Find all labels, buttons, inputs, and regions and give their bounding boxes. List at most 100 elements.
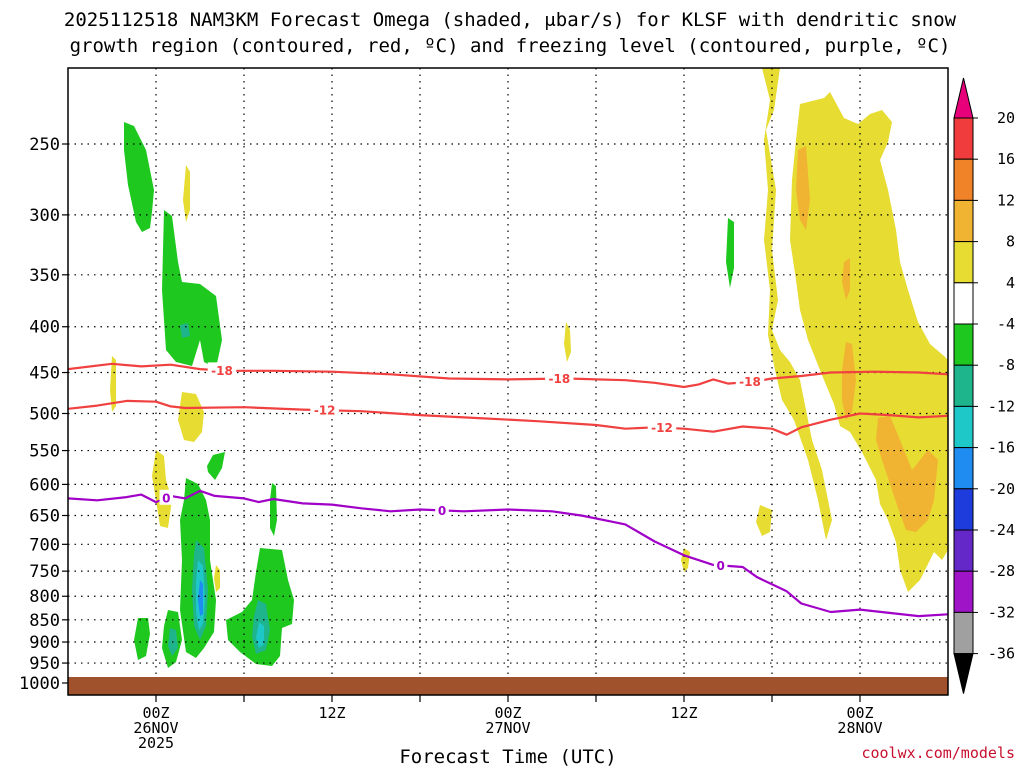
contour-label: 0 [162, 491, 170, 505]
colorbar-swatch-bottom-arrow [953, 653, 974, 694]
omega-region [876, 416, 938, 532]
y-tick-label: 300 [29, 206, 60, 226]
contour-label: -12 [651, 421, 673, 435]
colorbar-label: -24 [988, 521, 1015, 539]
colorbar-label: -12 [988, 397, 1015, 415]
y-tick-label: 600 [29, 475, 60, 495]
omega-region [134, 618, 150, 660]
colorbar-swatch [953, 199, 974, 243]
y-tick-label: 900 [29, 633, 60, 653]
omega-region [180, 323, 190, 338]
colorbar-label: 8 [1006, 233, 1015, 251]
y-tick-label: 400 [29, 318, 60, 338]
y-tick-label: 500 [29, 405, 60, 425]
contour-label: -18 [211, 364, 233, 378]
y-tick-label: 450 [29, 364, 60, 384]
contour-label-bg [310, 402, 339, 418]
omega-region [842, 258, 850, 300]
omega-region [726, 218, 734, 288]
omega-region [762, 68, 832, 540]
y-tick-label: 800 [29, 587, 60, 607]
contour-label: 0 [438, 504, 446, 518]
colorbar-swatch [953, 447, 974, 490]
omega-region [183, 165, 190, 222]
colorbar-swatch [953, 364, 974, 407]
contour-label-bg [435, 502, 449, 518]
omega-region [162, 210, 222, 368]
x-tick-label: 26NOV [133, 719, 178, 737]
omega-shading [110, 68, 948, 668]
grid-lines [68, 68, 948, 695]
colorbar-swatch [953, 529, 974, 572]
colorbar-swatch [953, 405, 974, 449]
colorbar-label: -28 [988, 562, 1015, 580]
colorbar-swatch [953, 570, 974, 613]
colorbar-label: 12 [997, 191, 1015, 209]
contour-label-bg [545, 370, 574, 386]
contour-label-bg [159, 489, 174, 505]
colorbar-label: -36 [988, 645, 1015, 663]
chart-title-line-1: 2025112518 NAM3KM Forecast Omega (shaded… [64, 9, 957, 31]
plot-area: -18 -18 -18 -12 -12 0 0 0 [68, 68, 948, 695]
y-tick-label: 700 [29, 535, 60, 555]
contour-label: 0 [716, 559, 724, 573]
colorbar-swatch [953, 323, 974, 366]
colorbar-label: 16 [997, 150, 1015, 168]
x-tick-label: 27NOV [485, 719, 530, 737]
colorbar-label: 20 [997, 109, 1015, 127]
omega-region [152, 450, 172, 528]
omega-region [214, 565, 220, 592]
x-tick-label: 12Z [318, 704, 345, 722]
upward-motion-cells [124, 122, 734, 668]
colorbar-legend: 20 16 12 8 4 -4 -8 -12 -16 -20 -24 -28 -32 -36 [953, 77, 1015, 694]
colorbar-swatch [953, 241, 974, 284]
omega-region [270, 483, 277, 536]
ground-surface [68, 677, 948, 695]
omega-region [124, 122, 154, 232]
contour-label: -18 [548, 372, 570, 386]
x-axis-title: Forecast Time (UTC) [399, 746, 616, 768]
x-tick-label: 2025 [138, 734, 174, 752]
y-tick-label: 950 [29, 654, 60, 674]
contour-label-bg [647, 419, 677, 435]
omega-region [110, 356, 116, 412]
contour-label: -12 [314, 404, 336, 418]
x-tick-label: 00Z [846, 704, 873, 722]
colorbar-label: -32 [988, 603, 1015, 621]
x-tick-label: 00Z [142, 704, 169, 722]
y-tick-label: 250 [29, 135, 60, 155]
colorbar-swatch [953, 282, 974, 325]
y-axis: 2503003504004505005506006507007508008509… [19, 135, 68, 694]
contour-label-bg [713, 557, 728, 573]
omega-region [198, 580, 203, 616]
x-tick-label: 28NOV [837, 719, 882, 737]
colorbar-swatch-top-arrow [953, 77, 974, 119]
omega-region [207, 452, 225, 480]
colorbar-label: 4 [1006, 274, 1015, 292]
omega-region [842, 342, 856, 420]
omega-region [796, 146, 810, 230]
y-tick-label: 750 [29, 562, 60, 582]
y-tick-label: 1000 [19, 674, 60, 694]
colorbar-label: -4 [997, 315, 1015, 333]
y-tick-label: 350 [29, 266, 60, 286]
y-tick-label: 850 [29, 611, 60, 631]
contour-line--12 [68, 399, 948, 436]
colorbar-label: -16 [988, 439, 1015, 457]
downward-motion-cells [110, 68, 948, 592]
colorbar-swatch [953, 117, 974, 160]
omega-region [564, 322, 571, 362]
colorbar-swatch [953, 158, 974, 201]
chart-title-line-2: growth region (contoured, red, ºC) and f… [70, 35, 951, 57]
contour-line--18 [68, 362, 948, 389]
contour-label-bg [207, 362, 237, 378]
x-tick-label: 00Z [494, 704, 521, 722]
colorbar-swatch [953, 488, 974, 531]
omega-region [681, 548, 690, 572]
y-tick-label: 650 [29, 507, 60, 527]
colorbar-swatch [953, 611, 974, 655]
contour-lines: -18 -18 -18 -12 -12 0 0 0 [68, 362, 948, 618]
omega-region [178, 392, 204, 442]
